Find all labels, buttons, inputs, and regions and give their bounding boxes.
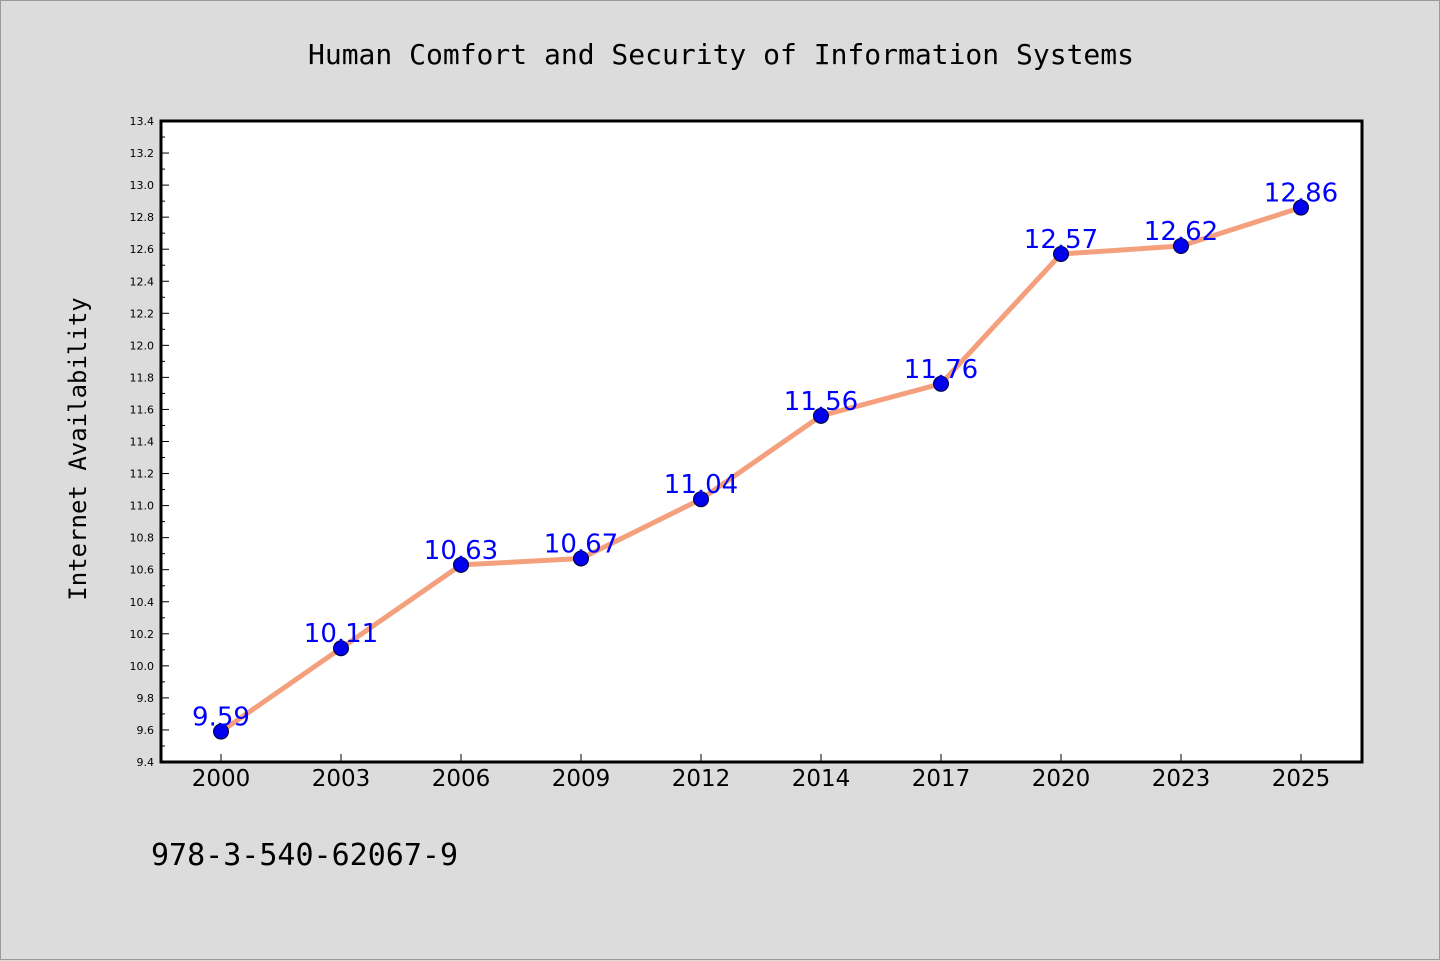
y-tick-label: 10.0 [130, 660, 155, 673]
y-tick-label: 11.6 [130, 403, 155, 416]
x-tick-label: 2017 [912, 766, 971, 792]
y-tick-label: 11.0 [130, 500, 155, 513]
series-line [218, 205, 1304, 735]
data-label: 11.76 [904, 355, 978, 385]
y-tick-label: 12.6 [130, 243, 155, 256]
data-point [813, 407, 829, 424]
y-tick-label: 11.8 [130, 371, 155, 384]
y-tick-label: 12.0 [130, 339, 155, 352]
y-tick-label: 11.4 [130, 436, 155, 449]
x-tick-label: 2023 [1152, 766, 1211, 792]
data-point [213, 723, 229, 740]
x-tick-label: 2000 [192, 766, 251, 792]
data-label: 10.63 [424, 536, 498, 566]
y-tick-label: 10.6 [130, 564, 155, 577]
data-label: 10.11 [304, 619, 378, 649]
data-label: 12.86 [1264, 179, 1338, 209]
chart-title: Human Comfort and Security of Informatio… [308, 38, 1134, 71]
plot-frame [159, 119, 1364, 764]
data-point [333, 640, 349, 657]
data-point [693, 491, 709, 508]
data-label: 11.04 [664, 470, 738, 500]
x-tick-label: 2020 [1032, 766, 1091, 792]
data-label: 12.62 [1144, 217, 1218, 247]
data-point [1293, 199, 1309, 216]
y-tick-label: 13.2 [130, 147, 155, 160]
footer-isbn: 978-3-540-62067-9 [151, 838, 458, 873]
y-tick-label: 12.8 [130, 211, 155, 224]
data-markers [213, 199, 1309, 740]
y-tick-label: 12.2 [130, 307, 155, 320]
x-tick-label: 2009 [552, 766, 611, 792]
x-axis-ticks: 2000 2003 2006 2009 2012 2014 2017 2020 2023 2025 [192, 754, 1331, 792]
data-labels: 9.59 10.11 10.63 10.67 11.04 11.56 11.76 12.57 1… [192, 179, 1338, 733]
plot-area [161, 121, 1362, 762]
y-tick-label: 13.4 [130, 115, 155, 128]
x-tick-label: 2003 [312, 766, 371, 792]
x-tick-label: 2025 [1272, 766, 1331, 792]
y-tick-label: 10.8 [130, 532, 155, 545]
data-point [1173, 237, 1189, 254]
y-tick-label: 9.6 [137, 724, 155, 737]
data-point [1053, 246, 1069, 263]
data-point [453, 556, 469, 573]
x-tick-label: 2006 [432, 766, 491, 792]
x-tick-label: 2014 [792, 766, 851, 792]
y-tick-label: 10.2 [130, 628, 155, 641]
data-label: 10.67 [544, 529, 618, 559]
data-label: 12.57 [1024, 225, 1098, 255]
y-axis-label: Internet Availability [64, 297, 92, 600]
y-tick-label: 10.4 [130, 596, 155, 609]
y-axis-ticks: 9.4 9.6 9.8 10.0 10.2 10.4 10.6 10.8 11.0 11.2 11.… [130, 115, 169, 769]
data-label: 9.59 [192, 703, 250, 733]
y-tick-label: 12.4 [130, 275, 155, 288]
data-label: 11.56 [784, 387, 858, 417]
x-tick-label: 2012 [672, 766, 731, 792]
y-tick-label: 11.2 [130, 468, 155, 481]
y-tick-label: 9.4 [137, 756, 155, 769]
data-point [933, 375, 949, 392]
y-tick-label: 9.8 [137, 692, 155, 705]
data-point [573, 550, 589, 567]
y-tick-label: 13.0 [130, 179, 155, 192]
